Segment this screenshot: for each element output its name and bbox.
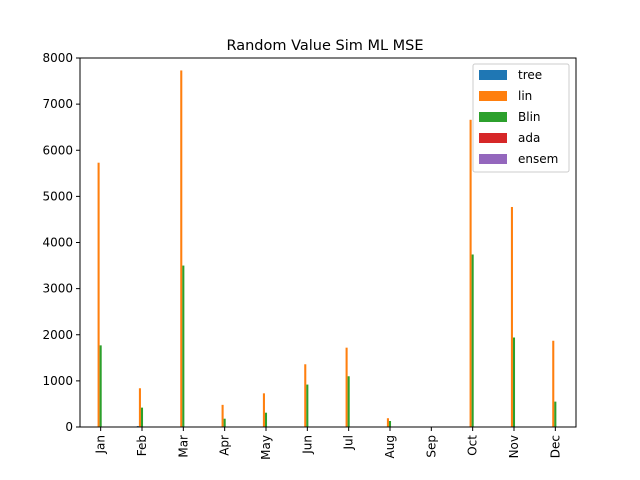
legend-label-Blin: Blin xyxy=(518,110,541,124)
y-tick-label: 1000 xyxy=(42,374,73,388)
x-tick-label: Apr xyxy=(218,435,232,456)
legend-swatch-lin xyxy=(479,91,507,101)
bar-Blin-dec xyxy=(554,401,557,427)
bar-Blin-aug xyxy=(388,421,392,427)
bars xyxy=(97,70,557,428)
bar-Blin-oct xyxy=(471,254,474,427)
x-tick-label: Jun xyxy=(300,435,314,455)
bar-Blin-jan xyxy=(99,345,102,427)
bar-Blin-jul xyxy=(347,376,350,427)
y-tick-label: 2000 xyxy=(42,328,73,342)
y-tick-label: 8000 xyxy=(42,51,73,65)
legend-label-tree: tree xyxy=(518,68,542,82)
legend-swatch-ada xyxy=(479,133,507,143)
y-tick-label: 3000 xyxy=(42,282,73,296)
y-tick-label: 5000 xyxy=(42,189,73,203)
x-tick-label: Aug xyxy=(383,435,397,458)
x-tick-label: Feb xyxy=(135,435,149,456)
x-tick-label: Oct xyxy=(466,435,480,456)
plot-frame xyxy=(79,57,577,428)
bar-Blin-feb xyxy=(140,407,144,427)
bar-lin-jun xyxy=(304,364,307,427)
y-tick-label: 6000 xyxy=(42,143,73,157)
x-tick-label: May xyxy=(259,435,273,460)
x-tick-label: Dec xyxy=(548,435,562,458)
legend-label-ensem: ensem xyxy=(518,152,558,166)
bar-lin-dec xyxy=(552,340,555,427)
bar-lin-jan xyxy=(97,162,100,428)
y-axis: 0 1000 2000 3000 4000 5000 6000 7000 8000 xyxy=(42,51,80,434)
bar-lin-jul xyxy=(345,347,348,427)
legend: tree lin Blin ada ensem xyxy=(472,63,570,173)
bar-Blin-apr xyxy=(223,418,226,427)
x-tick-label: Mar xyxy=(176,435,190,458)
bar-lin-apr xyxy=(221,404,224,427)
bar-lin-mar xyxy=(180,70,183,428)
bar-lin-aug xyxy=(386,418,389,427)
x-tick-label: Sep xyxy=(424,435,438,458)
legend-label-ada: ada xyxy=(518,131,540,145)
x-tick-label: Jan xyxy=(94,435,108,455)
legend-swatch-tree xyxy=(479,70,507,80)
legend-label-lin: lin xyxy=(518,89,532,103)
legend-swatch-ensem xyxy=(479,154,507,164)
chart-title: Random Value Sim ML MSE xyxy=(226,38,423,54)
legend-swatch-Blin xyxy=(479,112,507,122)
bar-lin-feb xyxy=(138,388,141,427)
y-tick-label: 7000 xyxy=(42,97,73,111)
bar-Blin-jun xyxy=(306,384,309,427)
bar-Blin-nov xyxy=(512,337,516,427)
bar-lin-may xyxy=(262,393,265,427)
x-tick-label: Nov xyxy=(507,435,521,458)
x-tick-label: Jul xyxy=(342,435,356,450)
bar-Blin-mar xyxy=(182,265,185,427)
bar-lin-nov xyxy=(510,206,513,427)
bar-Blin-may xyxy=(264,412,268,427)
y-tick-label: 0 xyxy=(65,420,73,434)
bar-lin-oct xyxy=(469,119,472,428)
y-tick-label: 4000 xyxy=(42,236,73,250)
x-axis: Jan Feb Mar Apr May Jun Jul Aug Sep Oct Nov Dec xyxy=(94,427,562,460)
